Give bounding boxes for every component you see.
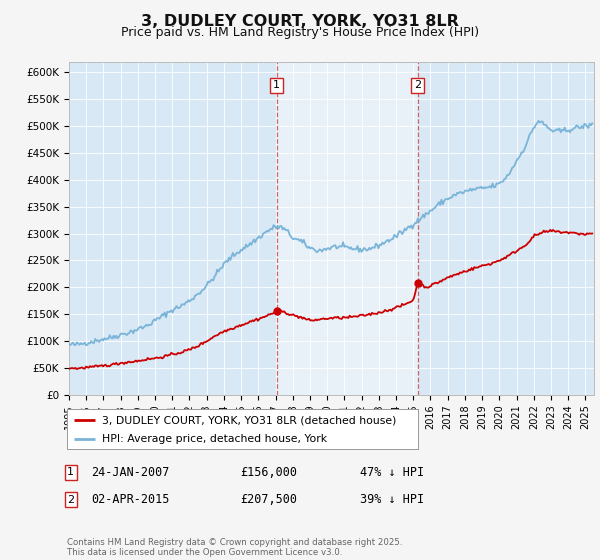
Text: 1: 1 xyxy=(273,81,280,90)
Text: 3, DUDLEY COURT, YORK, YO31 8LR (detached house): 3, DUDLEY COURT, YORK, YO31 8LR (detache… xyxy=(103,415,397,425)
Bar xyxy=(277,62,418,395)
Text: 39% ↓ HPI: 39% ↓ HPI xyxy=(360,493,424,506)
Text: £207,500: £207,500 xyxy=(240,493,297,506)
Text: 24-JAN-2007: 24-JAN-2007 xyxy=(91,465,170,479)
Text: 3, DUDLEY COURT, YORK, YO31 8LR: 3, DUDLEY COURT, YORK, YO31 8LR xyxy=(141,14,459,29)
Text: Price paid vs. HM Land Registry's House Price Index (HPI): Price paid vs. HM Land Registry's House … xyxy=(121,26,479,39)
Text: 2: 2 xyxy=(67,494,74,505)
Text: 47% ↓ HPI: 47% ↓ HPI xyxy=(360,465,424,479)
Text: £156,000: £156,000 xyxy=(240,465,297,479)
Text: 1: 1 xyxy=(67,467,74,477)
Text: HPI: Average price, detached house, York: HPI: Average price, detached house, York xyxy=(103,434,328,444)
Text: 02-APR-2015: 02-APR-2015 xyxy=(91,493,170,506)
Text: Contains HM Land Registry data © Crown copyright and database right 2025.
This d: Contains HM Land Registry data © Crown c… xyxy=(67,538,403,557)
Text: 2: 2 xyxy=(414,81,421,90)
